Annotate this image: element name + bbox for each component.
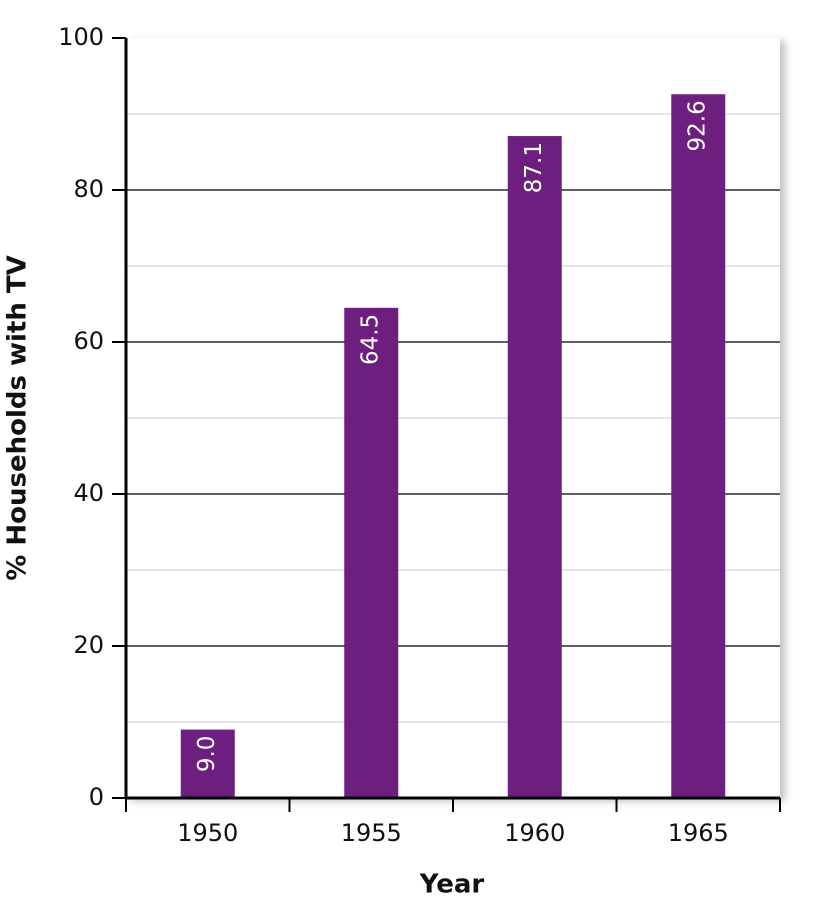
bar (671, 94, 726, 799)
x-tick-label: 1955 (341, 819, 402, 847)
x-tick-label: 1960 (504, 819, 565, 847)
x-tick-label: 1965 (668, 819, 729, 847)
value-label: 92.6 (685, 100, 711, 151)
value-label: 64.5 (358, 314, 384, 365)
value-label: 87.1 (521, 142, 547, 193)
y-tick-label: 100 (58, 23, 104, 51)
y-tick-label: 20 (73, 631, 104, 659)
y-axis-title: % Households with TV (3, 255, 33, 581)
value-label: 9.0 (194, 736, 220, 773)
bar (344, 307, 399, 798)
bar (180, 729, 235, 798)
y-tick-label: 0 (89, 783, 104, 811)
y-tick-label: 60 (73, 327, 104, 355)
x-tick-label: 1950 (177, 819, 238, 847)
bar (507, 136, 562, 799)
y-tick-label: 40 (73, 479, 104, 507)
x-axis-title: Year (419, 870, 485, 900)
y-tick-label: 80 (73, 175, 104, 203)
